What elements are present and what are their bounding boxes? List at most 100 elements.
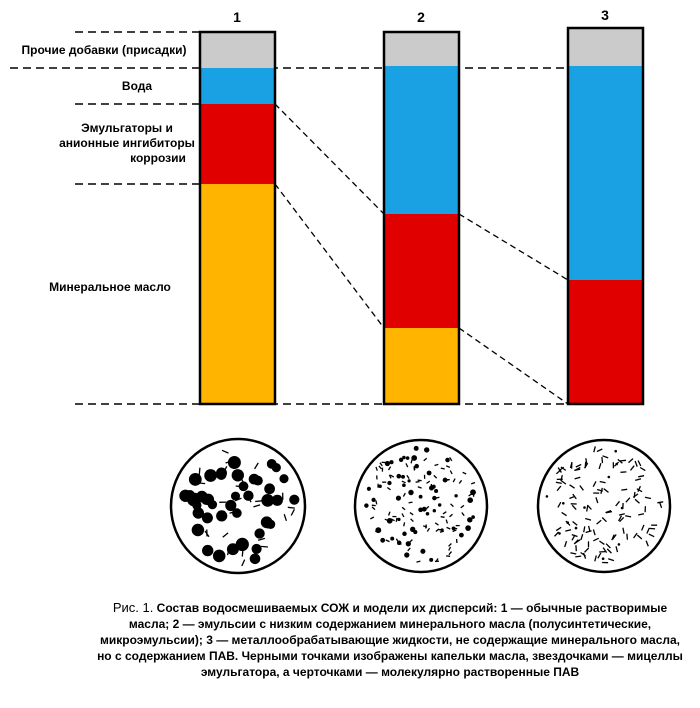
surfactant-dash xyxy=(445,519,449,524)
surfactant-dash xyxy=(560,475,563,482)
micelle-dot xyxy=(545,495,549,498)
surfactant-dash xyxy=(290,509,295,516)
oil-droplet xyxy=(437,503,442,507)
oil-droplet xyxy=(402,483,406,488)
oil-droplet xyxy=(413,445,419,451)
surfactant-dash xyxy=(386,486,391,491)
oil-droplet xyxy=(192,507,205,519)
surfactant-dash xyxy=(646,527,650,534)
oil-droplet xyxy=(380,537,386,543)
surfactant-dash xyxy=(460,504,465,509)
surfactant-dash xyxy=(229,510,237,514)
surfactant-dash xyxy=(585,458,588,465)
micelle-dot xyxy=(562,502,565,505)
oil-droplet xyxy=(405,456,410,460)
oil-droplet xyxy=(216,510,228,522)
surfactant-dash xyxy=(575,555,582,558)
oil-droplet xyxy=(471,515,475,519)
surfactant-dash xyxy=(446,526,451,530)
column-2-oil-layer xyxy=(384,328,459,404)
oil-droplet xyxy=(389,460,394,465)
micelle-dot xyxy=(601,557,605,560)
oil-droplet xyxy=(418,494,423,499)
surfactant-dash xyxy=(584,462,589,469)
surfactant-dash xyxy=(596,519,602,525)
surfactant-dash xyxy=(601,517,607,523)
surfactant-dash xyxy=(634,498,640,504)
oil-droplet xyxy=(271,494,283,506)
oil-droplet xyxy=(364,503,369,508)
surfactant-dash xyxy=(405,463,409,468)
surfactant-dash xyxy=(241,549,244,557)
surfactant-dash xyxy=(598,463,602,470)
surfactant-dash xyxy=(198,482,206,485)
oil-droplet xyxy=(432,495,437,501)
oil-droplet xyxy=(459,532,464,538)
surfactant-dash xyxy=(617,458,623,464)
oil-droplet xyxy=(421,506,427,512)
column-3-other-layer xyxy=(568,28,643,66)
surfactant-dash xyxy=(602,547,608,553)
surfactant-dash xyxy=(434,463,439,467)
surfactant-dash xyxy=(254,462,259,470)
surfactant-dash xyxy=(409,539,413,543)
surfactant-dash xyxy=(433,474,438,479)
oil-droplet xyxy=(402,455,406,460)
surfactant-dash xyxy=(461,512,465,517)
label-mineral-oil: Минеральное масло xyxy=(49,280,171,294)
surfactant-dash xyxy=(396,496,402,500)
surfactant-dash xyxy=(234,473,238,481)
surfactant-dash xyxy=(260,545,269,548)
surfactant-dash xyxy=(378,465,382,470)
surfactant-dash xyxy=(637,485,641,492)
surfactant-dash xyxy=(439,530,444,533)
surfactant-dash xyxy=(458,479,463,484)
oil-droplet xyxy=(445,457,450,463)
surfactant-dash xyxy=(408,501,413,504)
oil-droplet xyxy=(207,499,218,510)
surfactant-dash xyxy=(445,465,451,468)
oil-droplet xyxy=(201,512,213,524)
micelle-dot xyxy=(583,506,586,509)
column-3-emulsifier-layer xyxy=(568,280,643,404)
surfactant-dash xyxy=(580,534,584,541)
surfactant-dash xyxy=(407,547,411,552)
surfactant-dash xyxy=(632,493,639,498)
oil-droplet xyxy=(232,508,242,518)
surfactant-dash xyxy=(434,522,439,526)
surfactant-dash xyxy=(587,525,591,532)
oil-droplet xyxy=(264,483,275,495)
dispersion-model-2 xyxy=(353,438,489,574)
surfactant-dash xyxy=(565,529,572,532)
oil-droplet xyxy=(405,541,411,547)
oil-droplet xyxy=(279,474,289,484)
surfactant-dash xyxy=(596,448,603,453)
surfactant-dash xyxy=(555,526,562,532)
figure-caption: Рис. 1. Состав водосмешиваемых СОЖ и мод… xyxy=(95,600,685,680)
surfactant-dash xyxy=(625,497,631,503)
surfactant-dash xyxy=(371,506,376,511)
oil-droplet xyxy=(423,447,430,453)
oil-droplet xyxy=(188,472,202,486)
column-1-number: 1 xyxy=(233,9,241,25)
oil-droplet xyxy=(432,509,436,513)
surfactant-dash xyxy=(198,467,201,475)
micelles-model-2 xyxy=(364,445,476,563)
surfactant-dash xyxy=(648,533,655,538)
column-3-number: 3 xyxy=(601,7,609,23)
surfactant-dash xyxy=(425,505,430,510)
dispersion-circle-3 xyxy=(536,438,672,574)
surfactant-dash xyxy=(402,492,406,497)
surfactant-dash xyxy=(593,537,599,542)
surfactant-dash xyxy=(638,513,645,516)
oil-droplet xyxy=(396,473,402,479)
surfactant-dash xyxy=(425,524,427,529)
surfactant-dash xyxy=(607,558,615,562)
surfactant-dash xyxy=(626,533,629,540)
surfactant-dash xyxy=(222,465,228,473)
surfactant-dash xyxy=(395,517,398,522)
oil-droplet xyxy=(390,536,395,541)
surfactant-dash xyxy=(593,446,596,453)
micelle-dot xyxy=(617,543,621,546)
surfactant-dash xyxy=(574,476,581,480)
